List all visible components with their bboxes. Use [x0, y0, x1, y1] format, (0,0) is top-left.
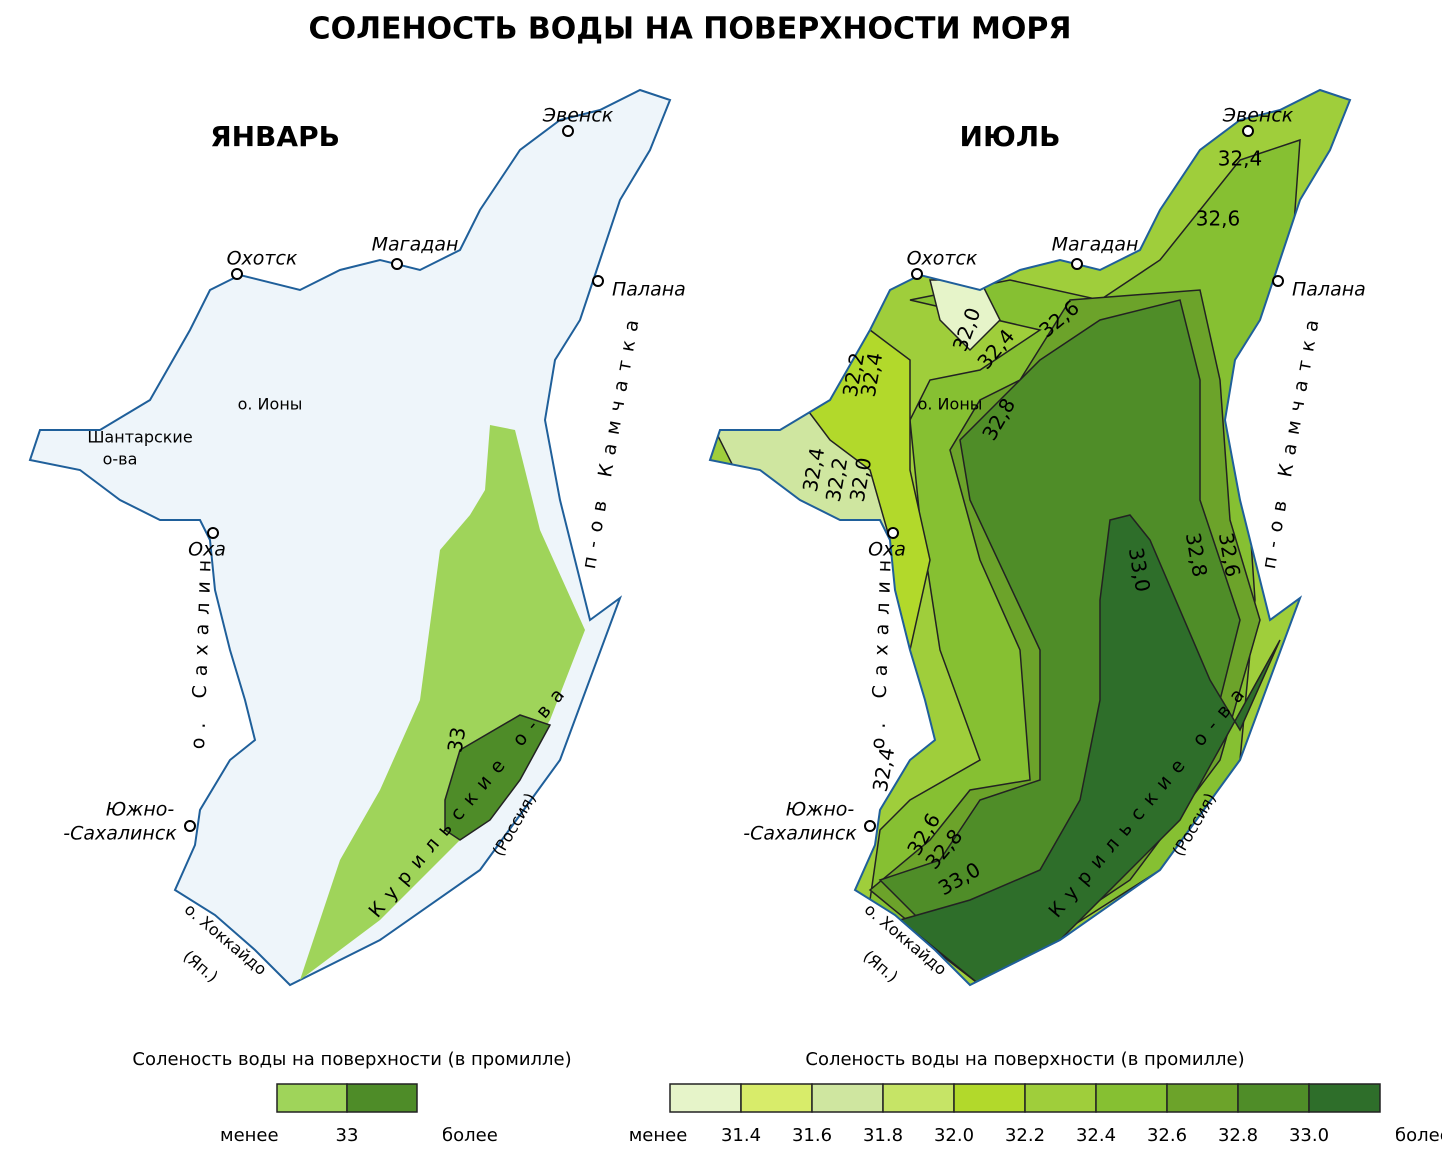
- isoline-label: 33: [442, 725, 470, 754]
- title: СОЛЕНОСТЬ ВОДЫ НА ПОВЕРХНОСТИ МОРЯ: [309, 12, 1072, 47]
- legend-tick: 33: [336, 1125, 359, 1146]
- place-label: Палана: [612, 279, 686, 301]
- legends: Соленость воды на поверхности (в промилл…: [132, 1049, 1442, 1146]
- place-label: о. Ионы: [918, 395, 983, 414]
- legend-swatch: [1024, 1083, 1097, 1113]
- place-label: Магадан: [1052, 234, 1139, 256]
- legend-tick: 33.0: [1289, 1125, 1329, 1146]
- place-label: (Яп.): [860, 946, 902, 986]
- city-marker: [184, 820, 196, 832]
- legend-swatch: [669, 1083, 742, 1113]
- city-marker: [864, 820, 876, 832]
- legend-swatch: [1166, 1083, 1239, 1113]
- place-label: -Сахалинск: [743, 823, 857, 845]
- place-label: Эвенск: [542, 105, 614, 127]
- legend-tick: 32.0: [934, 1125, 974, 1146]
- map-july: ИЮЛЬ Эвенск Охотск Магадан Палана Оха Южно--С…: [709, 89, 1366, 986]
- place-label: о. Сахалин: [867, 550, 896, 749]
- legend-tick: 32.8: [1218, 1125, 1258, 1146]
- place-label: Оха: [868, 539, 906, 561]
- legend-tick: 31.4: [721, 1125, 761, 1146]
- legend-tick: 32.4: [1076, 1125, 1116, 1146]
- legend-swatch: [882, 1083, 955, 1113]
- place-label: (Яп.): [180, 946, 222, 986]
- map-january: ЯНВАРЬ Эвенск Охотск Магадан Палана Оха Южно-…: [29, 89, 686, 986]
- city-marker: [1272, 275, 1284, 287]
- place-label: Оха: [188, 539, 226, 561]
- place-label: о. Сахалин: [187, 550, 216, 749]
- city-marker: [592, 275, 604, 287]
- place-label: Шантарские: [87, 428, 192, 447]
- legend-caption: Соленость воды на поверхности (в промилл…: [805, 1049, 1244, 1070]
- zone: [300, 425, 585, 980]
- city-marker: [562, 125, 574, 137]
- legend-swatch: [740, 1083, 813, 1113]
- legend-swatch: [346, 1083, 418, 1113]
- isoline-label: 32,6: [1196, 207, 1241, 231]
- place-label: Магадан: [372, 234, 459, 256]
- place-label: п-ов Камчатка: [578, 309, 645, 571]
- legend-more: более: [1395, 1125, 1442, 1146]
- city-marker: [1242, 125, 1254, 137]
- city-marker: [1071, 258, 1083, 270]
- place-label: Охотск: [907, 248, 978, 270]
- place-label: -Сахалинск: [63, 823, 177, 845]
- city-marker: [207, 527, 219, 539]
- legend-tick: 31.6: [792, 1125, 832, 1146]
- place-label: Южно-: [106, 799, 175, 821]
- city-marker: [887, 527, 899, 539]
- city-marker: [391, 258, 403, 270]
- zone: [444, 714, 552, 841]
- legend-less: менее: [220, 1125, 279, 1146]
- place-label: о-ва: [103, 450, 138, 469]
- map-title: ЯНВАРЬ: [210, 120, 340, 153]
- legend-swatch: [811, 1083, 884, 1113]
- legend-tick: 32.6: [1147, 1125, 1187, 1146]
- legend-swatch: [276, 1083, 348, 1113]
- legend-swatch: [953, 1083, 1026, 1113]
- map-title: ИЮЛЬ: [960, 120, 1061, 153]
- place-label: о. Ионы: [238, 395, 303, 414]
- isoline-label: 32,4: [1218, 147, 1263, 171]
- place-label: п-ов Камчатка: [1258, 309, 1325, 571]
- legend-swatch: [1308, 1083, 1381, 1113]
- legend-more: более: [442, 1125, 498, 1146]
- place-label: Палана: [1292, 279, 1366, 301]
- place-label: Охотск: [227, 248, 298, 270]
- legend-tick: 32.2: [1005, 1125, 1045, 1146]
- legend-caption: Соленость воды на поверхности (в промилл…: [132, 1049, 571, 1070]
- city-marker: [911, 268, 923, 280]
- legend-tick: 31.8: [863, 1125, 903, 1146]
- legend-swatch: [1237, 1083, 1310, 1113]
- place-label: Эвенск: [1222, 105, 1294, 127]
- legend-less: менее: [629, 1125, 688, 1146]
- place-label: Южно-: [786, 799, 855, 821]
- city-marker: [231, 268, 243, 280]
- legend-swatch: [1095, 1083, 1168, 1113]
